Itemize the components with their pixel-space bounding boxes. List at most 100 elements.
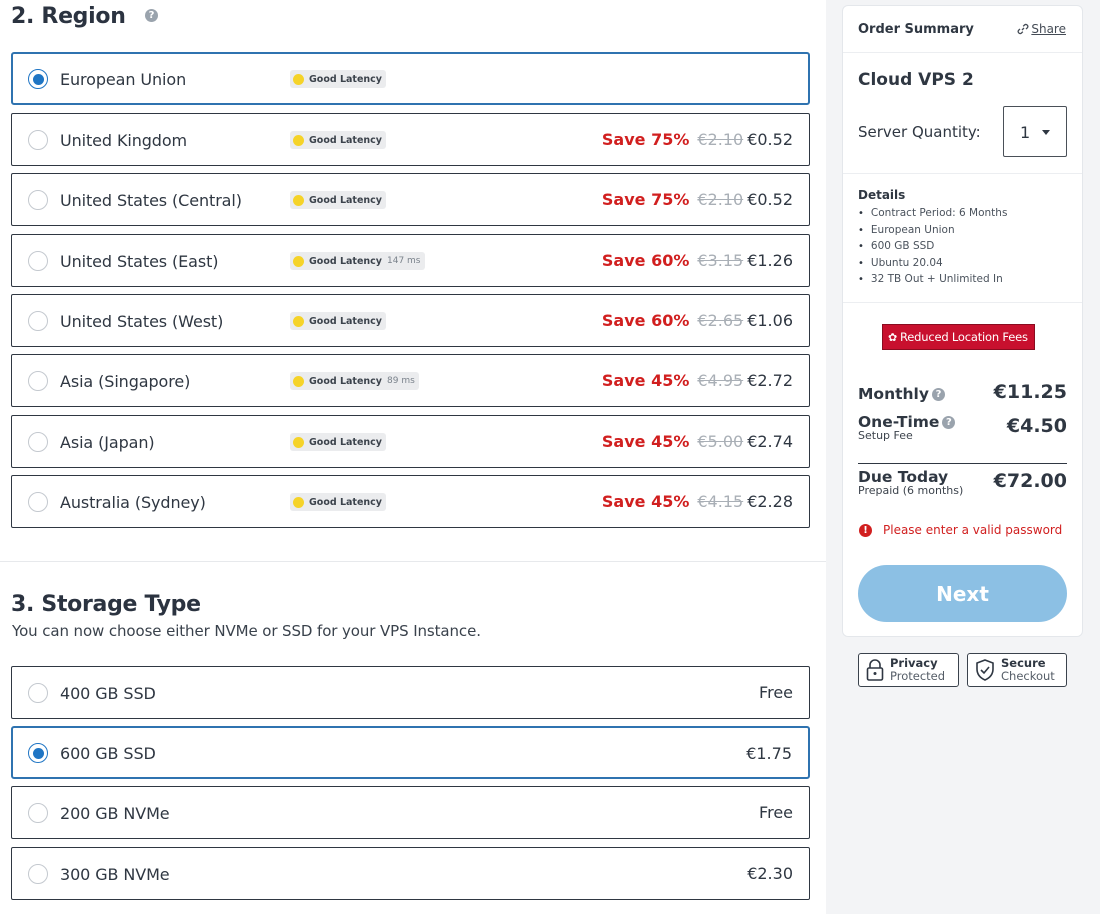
privacy-line2: Protected [890, 669, 946, 683]
storage-price: Free [759, 803, 793, 822]
region-label: European Union [60, 70, 187, 89]
save-percent: Save 75% [601, 130, 690, 149]
new-price: €1.26 [747, 251, 793, 270]
old-price: €4.15 [697, 492, 744, 511]
old-price: €5.00 [697, 432, 744, 451]
storage-price: Free [759, 683, 793, 702]
latency-badge: Good Latency [290, 70, 386, 88]
latency-dot-icon [293, 134, 304, 146]
storage-price: €1.75 [746, 744, 792, 763]
monthly-label: Monthly ? [858, 385, 945, 403]
new-price: €2.28 [747, 492, 793, 511]
one-time-label: One-Time ? [858, 413, 956, 431]
latency-label: Good Latency [309, 375, 382, 387]
region-option[interactable]: Asia (Japan) Good Latency Save 45% €5.00 €2.… [11, 415, 810, 468]
region-option[interactable]: Asia (Singapore) Good Latency 89 ms Save 45… [11, 354, 810, 407]
one-time-text: One-Time [858, 413, 940, 431]
details-item: 600 GB SSD [858, 238, 1007, 255]
storage-radio[interactable] [28, 683, 48, 703]
divider [858, 463, 1067, 464]
password-error-text: Please enter a valid password [883, 523, 1063, 537]
latency-dot-icon [293, 496, 304, 508]
secure-checkout-badge: Secure Checkout [967, 653, 1067, 687]
due-today-label: Due Today [858, 468, 949, 486]
region-radio[interactable] [28, 190, 48, 210]
storage-option[interactable]: 200 GB NVMe Free [11, 786, 810, 839]
help-icon[interactable]: ? [942, 415, 956, 429]
region-label: United States (East) [60, 252, 219, 271]
lock-icon [866, 659, 884, 681]
region-radio[interactable] [28, 311, 48, 331]
help-icon[interactable]: ? [144, 8, 158, 22]
region-radio[interactable] [28, 492, 48, 512]
latency-label: Good Latency [309, 194, 382, 206]
storage-section-title: 3. Storage Type [11, 592, 201, 617]
details-item: European Union [858, 222, 1007, 239]
latency-label: Good Latency [309, 436, 382, 448]
region-radio[interactable] [28, 69, 48, 89]
storage-price-value: €1.75 [746, 744, 792, 763]
region-option[interactable]: United States (West) Good Latency Save 60%… [11, 294, 810, 347]
storage-subtitle: You can now choose either NVMe or SSD fo… [12, 622, 481, 640]
region-option[interactable]: United Kingdom Good Latency Save 75% €2.10 €… [11, 113, 810, 166]
details-list: Contract Period: 6 Months European Union… [858, 205, 1008, 288]
help-icon[interactable]: ? [931, 387, 945, 401]
storage-option[interactable]: 300 GB NVMe €2.30 [11, 847, 810, 900]
latency-dot-icon [293, 436, 304, 448]
old-price: €2.65 [697, 311, 744, 330]
region-radio[interactable] [28, 371, 48, 391]
save-percent: Save 45% [601, 492, 690, 511]
save-percent: Save 60% [601, 251, 690, 270]
share-link[interactable]: Share [1017, 22, 1066, 36]
plan-name: Cloud VPS 2 [858, 70, 974, 90]
latency-dot-icon [293, 73, 304, 85]
region-radio[interactable] [28, 251, 48, 271]
storage-label: 600 GB SSD [60, 744, 156, 763]
storage-price-value: Free [759, 683, 793, 702]
region-option[interactable]: United States (Central) Good Latency Save … [11, 173, 810, 226]
old-price: €2.10 [697, 130, 744, 149]
latency-badge: Good Latency 147 ms [290, 252, 425, 270]
storage-radio[interactable] [28, 743, 48, 763]
region-option[interactable]: United States (East) Good Latency 147 ms Sa… [11, 234, 810, 287]
server-quantity-select[interactable]: 1 [1003, 106, 1067, 157]
old-price: €4.95 [697, 371, 744, 390]
secure-line1: Secure [1001, 656, 1046, 670]
latency-dot-icon [293, 194, 304, 206]
region-price: Save 60% €2.65 €1.06 [602, 311, 793, 330]
prepaid-label: Prepaid (6 months) [858, 484, 964, 497]
save-percent: Save 45% [601, 371, 690, 390]
storage-radio[interactable] [28, 803, 48, 823]
region-option[interactable]: European Union Good Latency [11, 52, 810, 105]
details-item: Ubuntu 20.04 [858, 255, 1007, 272]
shield-check-icon [976, 659, 994, 681]
latency-label: Good Latency [309, 496, 382, 508]
latency-badge: Good Latency 89 ms [290, 372, 419, 390]
region-radio[interactable] [28, 432, 48, 452]
latency-label: Good Latency [309, 315, 382, 327]
password-error: ! Please enter a valid password [859, 523, 1062, 537]
monthly-text: Monthly [858, 385, 929, 403]
region-radio[interactable] [28, 130, 48, 150]
latency-label: Good Latency [309, 255, 382, 267]
storage-radio[interactable] [28, 864, 48, 884]
region-label: United Kingdom [60, 131, 188, 150]
old-price: €2.10 [697, 190, 744, 209]
one-time-value: €4.50 [1006, 415, 1067, 437]
secure-line2: Checkout [1001, 669, 1055, 683]
new-price: €2.74 [747, 432, 793, 451]
storage-price: €2.30 [747, 864, 793, 883]
configuration-panel: 2. Region ? European Union Good Latency Un… [0, 4, 826, 900]
order-summary-header: Order Summary Share [843, 6, 1082, 53]
region-section-title: 2. Region ? [11, 4, 158, 29]
error-icon: ! [859, 523, 872, 537]
storage-label: 400 GB SSD [60, 684, 156, 703]
storage-option[interactable]: 400 GB SSD Free [11, 666, 810, 719]
save-percent: Save 45% [601, 432, 690, 451]
next-button[interactable]: Next [858, 565, 1067, 622]
region-option[interactable]: Australia (Sydney) Good Latency Save 45% €4… [11, 475, 810, 528]
storage-option[interactable]: 600 GB SSD €1.75 [11, 726, 810, 779]
link-icon [1017, 23, 1029, 35]
region-price: Save 60% €3.15 €1.26 [602, 251, 793, 270]
latency-dot-icon [293, 315, 304, 327]
